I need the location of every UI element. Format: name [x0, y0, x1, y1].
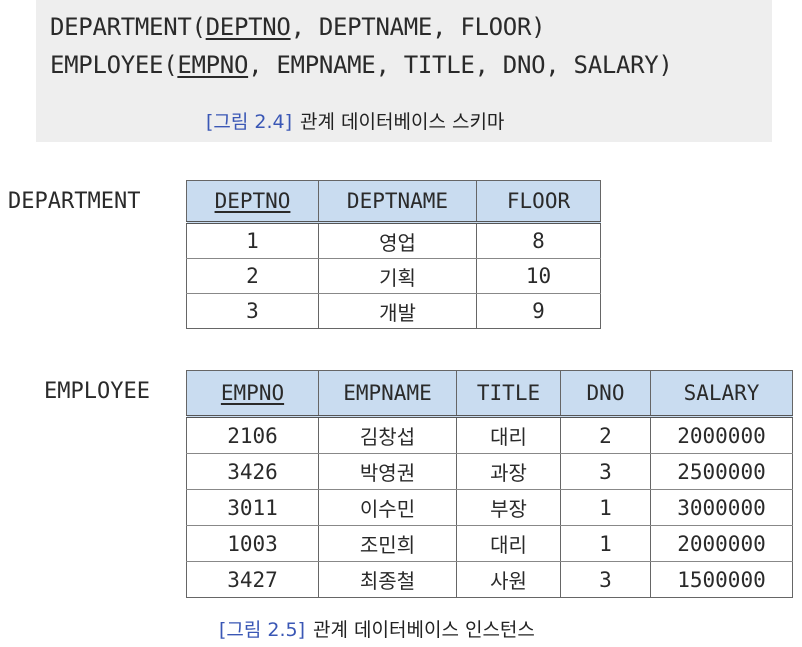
employee-cell-empno: 2106 [186, 416, 319, 454]
employee-header-empno: EMPNO [186, 370, 319, 418]
employee-header-dno: DNO [560, 370, 651, 418]
employee-cell-empno: 3427 [186, 561, 319, 598]
department-cell-deptno: 3 [186, 293, 319, 329]
employee-cell-title: 대리 [456, 416, 561, 454]
employee-cell-empno: 3011 [186, 489, 319, 526]
department-cell-deptname: 영업 [318, 222, 477, 259]
employee-cell-dno: 2 [560, 416, 651, 454]
schema-employee-relation: EMPLOYEE [50, 51, 164, 79]
schema-open-paren: ( [191, 13, 206, 41]
schema-employee-attributes: , EMPNAME, TITLE, DNO, SALARY) [248, 51, 673, 79]
employee-cell-title: 사원 [456, 561, 561, 598]
department-header-row: DEPTNO DEPTNAME FLOOR [186, 180, 601, 224]
employee-cell-empno: 1003 [186, 525, 319, 562]
employee-cell-salary: 3000000 [650, 489, 793, 526]
table-row: 2106 김창섭 대리 2 2000000 [186, 416, 793, 454]
employee-cell-empname: 김창섭 [318, 416, 457, 454]
table-row: 2 기획 10 [186, 258, 601, 294]
schema-employee-line: EMPLOYEE(EMPNO, EMPNAME, TITLE, DNO, SAL… [50, 50, 673, 80]
schema-caption-text: 관계 데이터베이스 스키마 [300, 111, 505, 133]
employee-cell-empname: 조민희 [318, 525, 457, 562]
employee-cell-salary: 2000000 [650, 525, 793, 562]
employee-header-title: TITLE [456, 370, 561, 418]
schema-department-attributes: , DEPTNAME, FLOOR) [290, 13, 546, 41]
schema-open-paren: ( [163, 51, 178, 79]
department-relation-label: DEPARTMENT [8, 189, 141, 214]
schema-employee-key: EMPNO [177, 51, 249, 79]
employee-cell-dno: 1 [560, 525, 651, 562]
employee-cell-empname: 박영권 [318, 453, 457, 490]
schema-caption: [그림 2.4] 관계 데이터베이스 스키마 [206, 110, 504, 134]
department-header-deptno: DEPTNO [186, 180, 319, 224]
schema-department-relation: DEPARTMENT [50, 13, 192, 41]
department-cell-floor: 8 [476, 222, 601, 259]
table-row: 1003 조민희 대리 1 2000000 [186, 525, 793, 562]
employee-cell-title: 과장 [456, 453, 561, 490]
department-cell-floor: 9 [476, 293, 601, 329]
employee-cell-empname: 이수민 [318, 489, 457, 526]
table-row: 3426 박영권 과장 3 2500000 [186, 453, 793, 490]
employee-cell-title: 대리 [456, 525, 561, 562]
department-header-floor: FLOOR [476, 180, 601, 224]
employee-cell-salary: 1500000 [650, 561, 793, 598]
employee-cell-dno: 1 [560, 489, 651, 526]
department-cell-deptno: 2 [186, 258, 319, 294]
department-cell-deptname: 개발 [318, 293, 477, 329]
employee-cell-dno: 3 [560, 561, 651, 598]
schema-panel: DEPARTMENT(DEPTNO, DEPTNAME, FLOOR) EMPL… [36, 0, 772, 142]
employee-cell-empno: 3426 [186, 453, 319, 490]
employee-header-row: EMPNO EMPNAME TITLE DNO SALARY [186, 370, 793, 418]
department-cell-deptname: 기획 [318, 258, 477, 294]
employee-cell-salary: 2500000 [650, 453, 793, 490]
table-row: 1 영업 8 [186, 222, 601, 259]
employee-body: 2106 김창섭 대리 2 2000000 3426 박영권 과장 3 2500000 3011 이수… [186, 416, 793, 598]
schema-department-line: DEPARTMENT(DEPTNO, DEPTNAME, FLOOR) [50, 12, 546, 42]
instance-figure-number: [그림 2.5] [219, 619, 306, 641]
employee-header-salary: SALARY [650, 370, 793, 418]
instance-caption: [그림 2.5] 관계 데이터베이스 인스턴스 [219, 618, 535, 642]
table-row: 3 개발 9 [186, 293, 601, 329]
employee-cell-dno: 3 [560, 453, 651, 490]
schema-department-key: DEPTNO [205, 13, 291, 41]
employee-cell-salary: 2000000 [650, 416, 793, 454]
department-cell-floor: 10 [476, 258, 601, 294]
employee-cell-title: 부장 [456, 489, 561, 526]
employee-cell-empname: 최종철 [318, 561, 457, 598]
department-cell-deptno: 1 [186, 222, 319, 259]
employee-relation-label: EMPLOYEE [44, 379, 150, 404]
table-row: 3427 최종철 사원 3 1500000 [186, 561, 793, 598]
employee-header-empname: EMPNAME [318, 370, 457, 418]
department-header-deptname: DEPTNAME [318, 180, 477, 224]
employee-table: EMPNO EMPNAME TITLE DNO SALARY 2106 김창섭 대리 2 200… [186, 370, 793, 598]
table-row: 3011 이수민 부장 1 3000000 [186, 489, 793, 526]
schema-figure-number: [그림 2.4] [206, 111, 293, 133]
instance-caption-text: 관계 데이터베이스 인스턴스 [313, 619, 535, 641]
department-table: DEPTNO DEPTNAME FLOOR 1 영업 8 2 기획 10 3 개발 9 [186, 180, 601, 329]
department-body: 1 영업 8 2 기획 10 3 개발 9 [186, 222, 601, 329]
